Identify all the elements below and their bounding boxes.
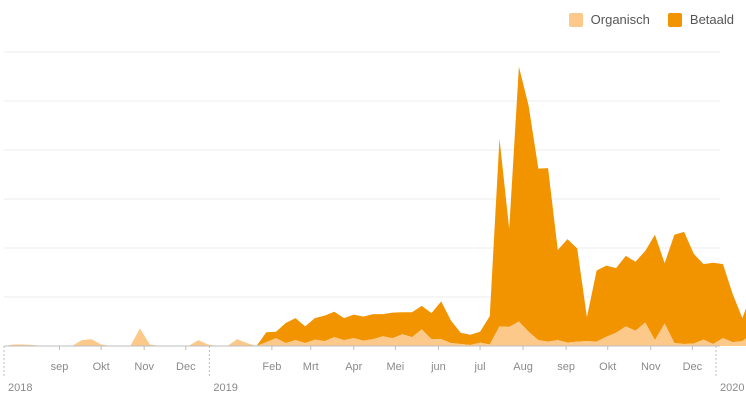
year-label: 2019: [213, 382, 237, 394]
x-tick-label: sep: [557, 361, 575, 373]
x-tick-label: Dec: [683, 361, 703, 373]
legend-swatch-paid: [667, 12, 682, 27]
series-area-organic: [4, 321, 746, 346]
x-tick-label: sep: [51, 361, 69, 373]
x-tick-label: Apr: [345, 361, 362, 373]
x-tick-label: Okt: [599, 361, 616, 373]
x-tick-label: Mrt: [303, 361, 319, 373]
x-tick-label: Dec: [176, 361, 196, 373]
chart-legend: Organisch Betaald: [568, 12, 734, 27]
x-tick-label: Feb: [262, 361, 281, 373]
x-tick-label: Aug: [513, 361, 533, 373]
x-tick-label: Nov: [641, 361, 661, 373]
year-label: 2020: [720, 382, 744, 394]
x-tick-label: Okt: [93, 361, 110, 373]
series-area-paid: [4, 66, 746, 346]
legend-item-organic[interactable]: Organisch: [568, 12, 650, 27]
x-tick-label: Nov: [134, 361, 154, 373]
legend-label-organic: Organisch: [590, 12, 650, 27]
year-label: 2018: [8, 382, 32, 394]
x-tick-label: Mei: [387, 361, 405, 373]
legend-swatch-organic: [568, 12, 583, 27]
legend-item-paid[interactable]: Betaald: [667, 12, 734, 27]
x-tick-label: jul: [474, 361, 486, 373]
legend-label-paid: Betaald: [689, 12, 734, 27]
x-tick-label: jun: [430, 361, 446, 373]
